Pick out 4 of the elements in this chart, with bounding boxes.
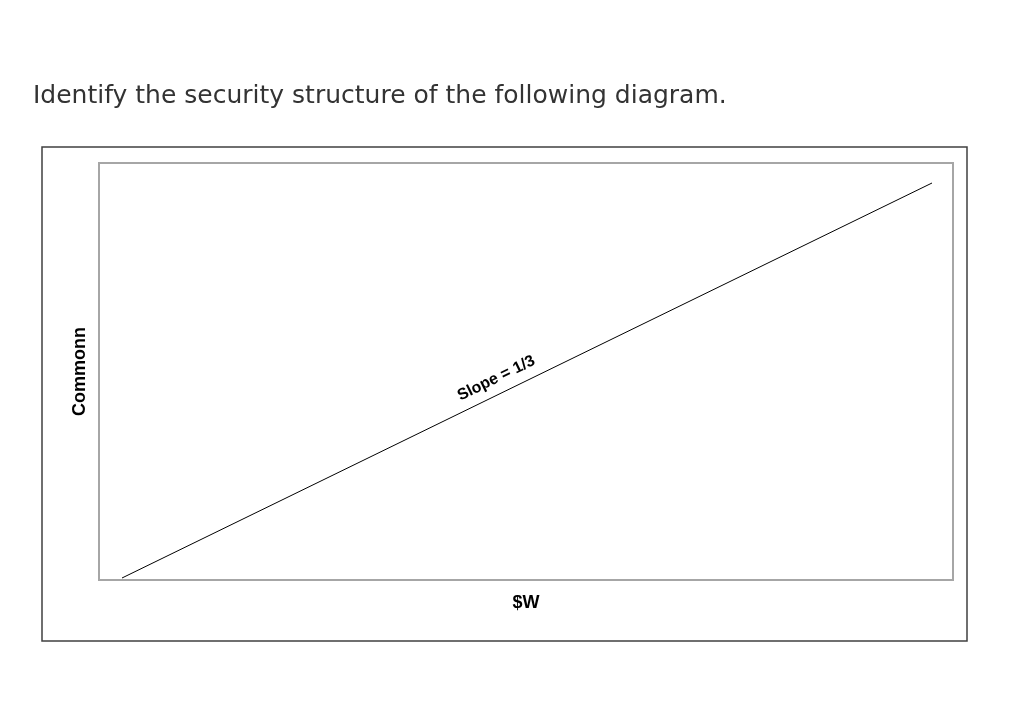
y-axis-title: Commonn: [68, 327, 89, 416]
annotation: Slope = 1/3: [454, 351, 538, 404]
chart-title: Identify the security structure of the following diagram.: [33, 79, 727, 109]
x-axis-title: $W: [512, 592, 540, 613]
